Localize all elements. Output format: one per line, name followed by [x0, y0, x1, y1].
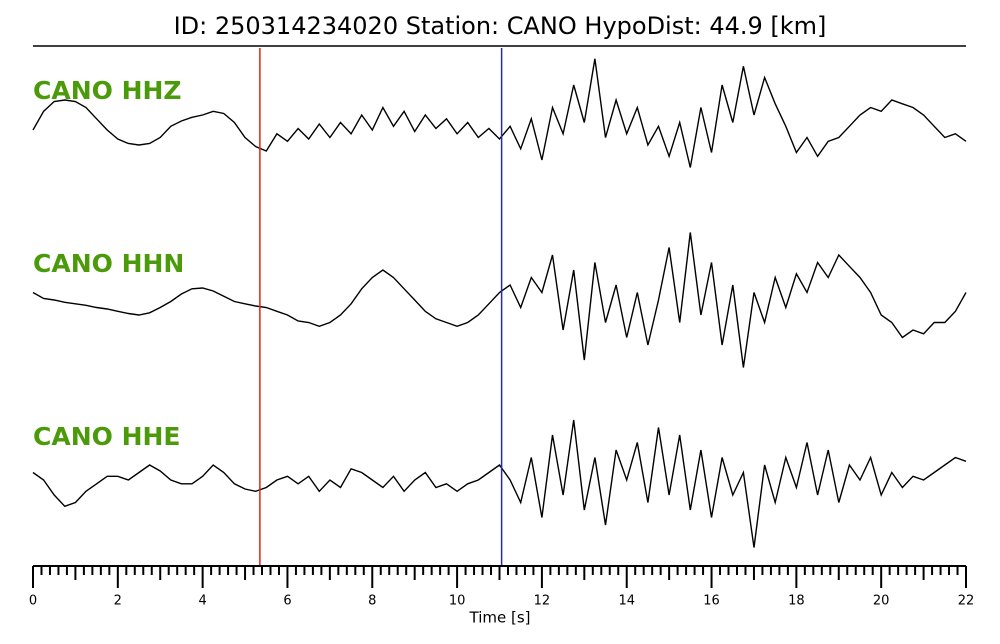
trace	[32, 58, 967, 168]
trace-label: CANO HHE	[33, 422, 181, 451]
x-tick-label: 20	[873, 594, 890, 609]
x-tick-label: 12	[534, 594, 551, 609]
trace	[32, 419, 967, 548]
chart-title: ID: 250314234020 Station: CANO HypoDist:…	[174, 12, 827, 40]
x-tick-label: 14	[618, 594, 635, 609]
trace-label: CANO HHZ	[33, 76, 182, 105]
x-tick-label: 0	[29, 594, 37, 609]
trace-label: CANO HHN	[33, 249, 184, 278]
x-tick-label: 6	[283, 594, 291, 609]
x-tick-label: 22	[958, 594, 975, 609]
x-axis-label: Time [s]	[469, 609, 531, 627]
x-tick-label: 2	[114, 594, 122, 609]
trace	[32, 232, 967, 368]
x-tick-label: 8	[368, 594, 376, 609]
x-tick-label: 10	[449, 594, 466, 609]
x-tick-label: 16	[703, 594, 720, 609]
x-tick-label: 18	[788, 594, 805, 609]
x-tick-label: 4	[198, 594, 206, 609]
